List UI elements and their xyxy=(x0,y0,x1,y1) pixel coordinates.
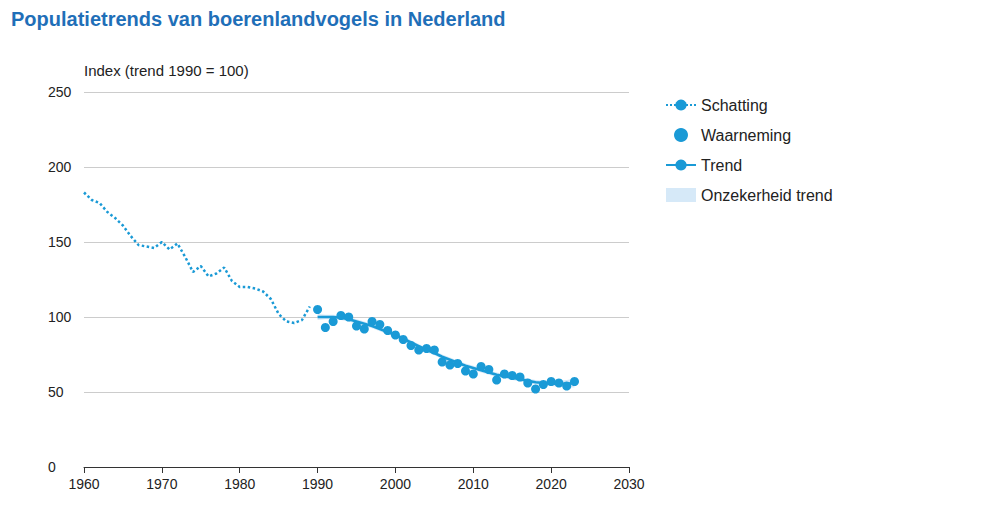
svg-text:Waarneming: Waarneming xyxy=(701,127,791,144)
svg-text:150: 150 xyxy=(48,234,72,250)
svg-text:200: 200 xyxy=(48,159,72,175)
svg-text:0: 0 xyxy=(48,459,56,475)
svg-text:1960: 1960 xyxy=(68,476,99,492)
svg-text:Schatting: Schatting xyxy=(701,97,768,114)
svg-text:1970: 1970 xyxy=(146,476,177,492)
svg-text:2010: 2010 xyxy=(458,476,489,492)
svg-text:100: 100 xyxy=(48,309,72,325)
svg-text:2020: 2020 xyxy=(536,476,567,492)
svg-text:250: 250 xyxy=(48,84,72,100)
svg-text:Populatietrends van boerenland: Populatietrends van boerenlandvogels in … xyxy=(11,8,506,30)
svg-text:1990: 1990 xyxy=(302,476,333,492)
svg-text:Onzekerheid trend: Onzekerheid trend xyxy=(701,187,833,204)
svg-text:2000: 2000 xyxy=(380,476,411,492)
svg-text:Index (trend 1990 = 100): Index (trend 1990 = 100) xyxy=(84,62,249,79)
svg-text:Trend: Trend xyxy=(701,157,742,174)
svg-text:50: 50 xyxy=(48,384,64,400)
svg-text:1980: 1980 xyxy=(224,476,255,492)
svg-text:2030: 2030 xyxy=(613,476,644,492)
